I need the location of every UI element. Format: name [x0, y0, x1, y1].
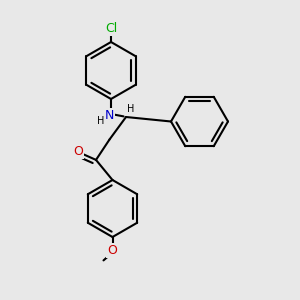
- Text: O: O: [108, 244, 117, 257]
- Text: N: N: [105, 109, 114, 122]
- Text: O: O: [73, 145, 83, 158]
- Text: Cl: Cl: [105, 22, 117, 35]
- Text: H: H: [97, 116, 104, 126]
- Text: H: H: [127, 104, 134, 115]
